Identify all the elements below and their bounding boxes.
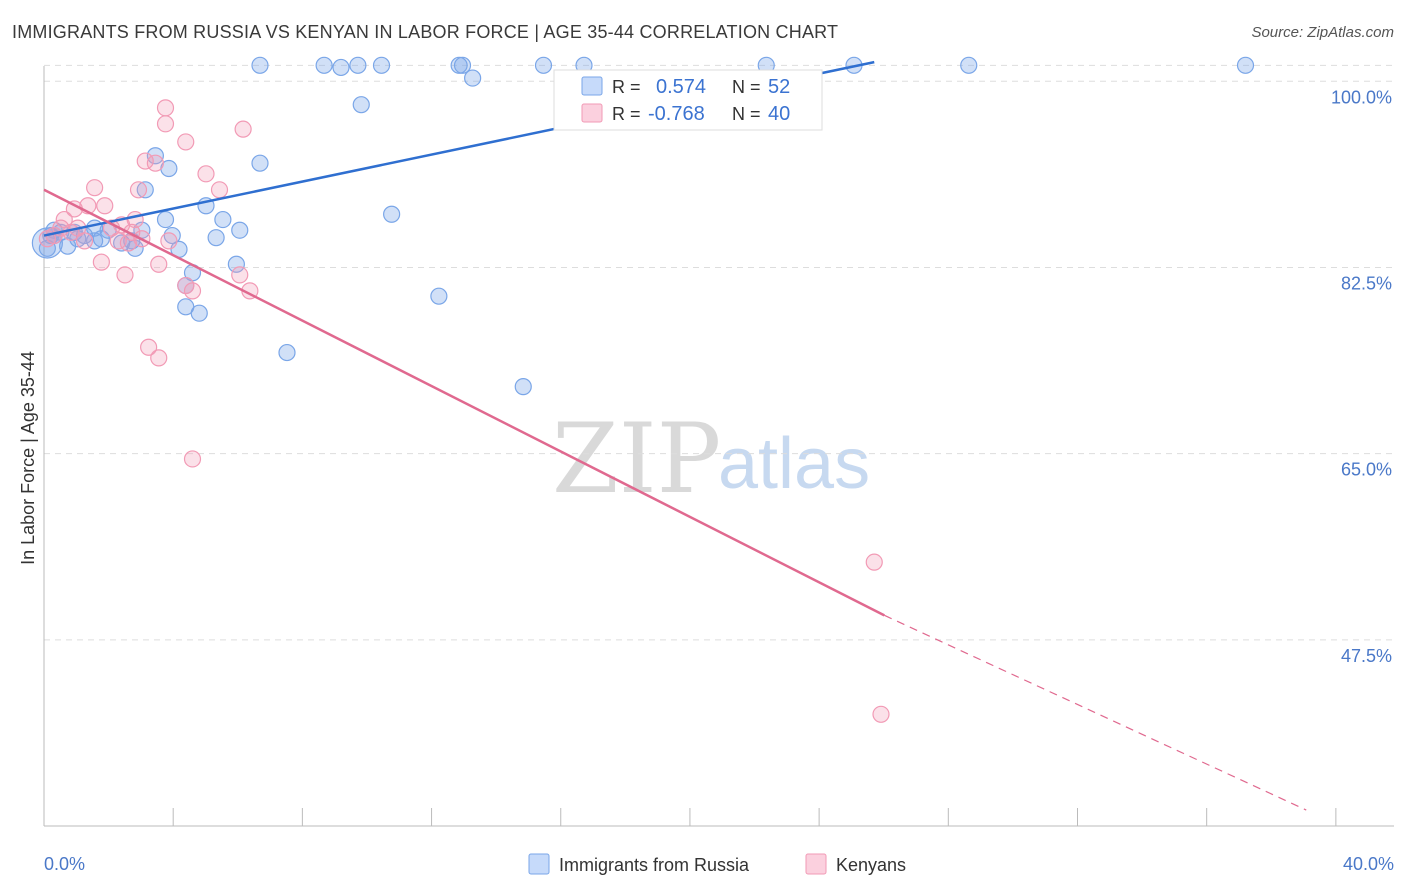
watermark: ZIP atlas [552,403,870,515]
russia-point [349,56,367,74]
russia-point [383,205,401,223]
russia-point [372,56,391,74]
kenyan-point [160,232,178,250]
kenyan-r-value: -0.768 [648,103,705,125]
russia-point [156,210,175,229]
russia-point [214,210,232,229]
kenyan-point [183,282,202,300]
russia-point [251,154,269,172]
russia-point [315,56,333,74]
russia-point [92,230,110,248]
russia-r-value: 0.574 [656,76,706,98]
russia-point [352,96,370,114]
kenyan-point [210,181,229,199]
kenyan-point [75,232,94,250]
x-tick-label: 40.0% [1343,854,1394,874]
russia-point [453,56,472,74]
russia-point [190,304,208,322]
y-tick-labels: 47.5% 65.0% 82.5% 100.0% [1331,87,1392,666]
kenyan-point [150,255,168,273]
legend-russia-label: Immigrants from Russia [559,855,750,875]
kenyan-point [96,197,114,215]
kenyan-n-label: N = [732,104,761,124]
series-kenyan-points [38,99,890,723]
kenyan-point [872,705,890,723]
russia-point [231,221,249,239]
y-axis-label: In Labor Force | Age 35-44 [18,351,38,565]
kenyan-point [177,133,195,151]
watermark-zip: ZIP [552,403,721,515]
kenyan-point [136,152,154,170]
russia-point [278,343,296,362]
kenyan-trend-extension [884,614,1307,811]
kenyan-point [183,450,202,468]
kenyan-point [150,349,168,367]
bottom-legend: Immigrants from Russia Kenyans [528,853,906,875]
russia-point [464,69,482,87]
russia-point [1236,56,1255,74]
kenyan-point [116,266,134,284]
kenyan-point [129,181,148,199]
russia-point [136,181,154,199]
russia-point [332,58,350,77]
russia-point [514,378,532,396]
russia-point [86,232,104,250]
legend-kenyan-swatch [805,853,827,875]
russia-point [534,56,553,74]
x-tick-labels: 0.0% 40.0% [44,854,1394,874]
y-tick-label: 65.0% [1341,460,1392,480]
kenyan-n-value: 40 [768,103,790,125]
axes [43,66,1394,827]
kenyan-point [119,234,137,252]
kenyan-r-label: R = [612,104,641,124]
legend-kenyan-label: Kenyans [836,855,906,875]
russia-point [251,56,269,74]
legend-russia-swatch [528,853,550,875]
kenyan-point [146,154,164,172]
russia-n-label: N = [732,77,761,97]
kenyan-point [62,223,80,241]
source-label: Source: ZipAtlas.com [1251,24,1394,41]
kenyan-point [234,120,252,138]
russia-point [430,287,448,305]
russia-r-label: R = [612,77,641,97]
chart-title: IMMIGRANTS FROM RUSSIA VS KENYAN IN LABO… [12,22,839,42]
kenyan-point [156,115,175,133]
kenyan-point [109,232,127,250]
y-tick-label: 47.5% [1341,646,1392,666]
kenyan-trend-line [43,188,885,617]
kenyan-point [126,210,144,229]
x-tick-label: 0.0% [44,854,85,874]
gridlines [44,64,1394,641]
kenyan-swatch [581,103,603,123]
kenyan-point [865,553,883,571]
kenyan-point [140,338,158,356]
kenyan-point [86,179,104,197]
russia-point [227,255,245,273]
stats-legend: R = 0.574 N = 52 R = -0.768 N = 40 [553,69,823,131]
watermark-atlas: atlas [718,424,870,504]
russia-point [960,56,978,74]
y-tick-label: 82.5% [1341,273,1392,293]
kenyan-point [197,165,215,183]
russia-n-value: 52 [768,76,790,98]
kenyan-point [92,253,110,271]
kenyan-point [231,266,249,284]
russia-point [207,229,225,247]
russia-swatch [581,76,603,96]
y-tick-label: 100.0% [1331,87,1392,107]
kenyan-point [156,99,175,117]
